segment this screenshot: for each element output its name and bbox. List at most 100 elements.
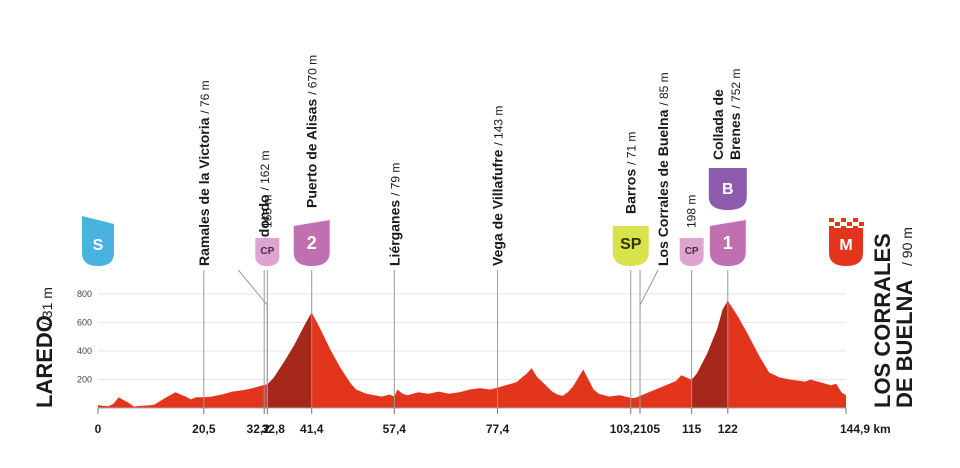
finish-altitude: / 90 m [899,227,915,266]
x-tick-label: 0 [95,422,102,436]
place-label-text: Vega de Villafufre / 143 m [490,106,506,266]
place-altitude: / 85 m [657,72,671,105]
place-name: Ramales de la Victoria [196,114,212,266]
place-altitude: / 71 m [625,132,639,165]
climb-area [267,312,312,408]
cp-badge: CP [679,238,704,266]
place-label: Puerto de Alisas / 670 m [304,55,320,208]
sp-badge: SP [612,226,649,266]
x-tick-label: 57,4 [383,422,407,436]
start-flag [82,216,114,228]
place-altitude: / 79 m [388,163,402,196]
bonus-badge-text: B [722,181,734,198]
finish-name-line1: LOS CORRALES [870,233,895,408]
finish-check [853,218,858,222]
place-altitude: / 143 m [492,106,506,146]
finish-name-line2: DE BUELNA [892,280,917,408]
leader-line [639,269,659,408]
x-tick-label: 32,8 [262,422,286,436]
place-name: Los Corrales de Buelna [655,106,671,266]
place-altitude: / 752 m [729,69,743,109]
place-name: Puerto de Alisas [304,95,320,208]
elevation-profile [98,300,846,408]
place-altitude: / 162 m [258,151,272,191]
place-label-text: Los Corrales de Buelna / 85 m [655,72,671,266]
climb-badge-2-text: 2 [307,233,317,253]
x-tick-label: 122 [718,422,738,436]
sp-badge-text: SP [620,236,642,253]
start-altitude: / 31 m [39,287,55,326]
finish-check [841,226,846,230]
place-label: Ramales de la Victoria / 76 m [196,80,212,266]
climb-badge-1: 1 [709,220,746,266]
bonus-badge: B [708,168,747,210]
x-tick-label: 32,2 [247,422,271,436]
finish-check [829,226,834,230]
x-tick-label: 105 [640,422,660,436]
x-tick-label: 20,5 [192,422,216,436]
cp-badge: CP [255,238,280,266]
place-altitude: / 76 m [198,80,212,113]
cp-badge-text: CP [685,246,699,257]
y-tick-label: 400 [77,346,92,356]
place-label: Los Corrales de Buelna / 85 m [655,72,671,266]
finish-badge-shape [829,228,863,266]
place-altitude: / 670 m [306,55,320,95]
sp-badge-shape [612,226,649,266]
climb-badge-1-shape [709,226,746,266]
x-tick-label: 41,4 [300,422,324,436]
bonus-top [708,168,747,172]
start-badge: S [82,216,114,266]
x-tick-label: 103,2 [610,422,640,436]
climb-badge-1-text: 1 [723,233,733,253]
place-label-text: Ramales de la Victoria / 76 m [196,80,212,266]
cp-badge-shape [679,238,704,266]
finish-check [835,222,840,226]
cp-badge-shape [255,238,280,266]
finish-check [847,222,852,226]
place-label: Liérganes / 79 m [386,163,402,266]
place-altitude: 165 m [260,195,274,228]
start-label: LAREDO / 31 m [32,287,57,408]
place-label: Barros / 71 m [623,132,639,214]
y-tick-label: 800 [77,289,92,299]
profile-layer [98,300,846,409]
badge-flag [709,220,746,226]
place-label-text: 165 m [260,195,274,228]
finish-check [841,218,846,222]
finish-check [853,226,858,230]
y-tick-label: 600 [77,318,92,328]
start-badge-shape [82,228,114,266]
place-altitude: 198 m [685,195,699,228]
place-label: 165 m [260,195,274,228]
place-label-text: Liérganes / 79 m [386,163,402,266]
badge-flag [293,220,330,226]
finish-label: LOS CORRALES DE BUELNA / 90 m [870,227,917,408]
badges: S M CP CP 2 1 SP B [82,168,864,266]
x-tick-label: 115 [682,422,702,436]
finish-check [829,218,834,222]
place-label: Vega de Villafufre / 143 m [490,106,506,266]
climb-badge-2-shape [293,226,330,266]
place-label: 198 m [685,195,699,228]
place-name: Barros [623,165,639,214]
place-label-text: Barros / 71 m [623,132,639,214]
place-name: Brenes [727,109,743,160]
place-name: Collada de [710,89,726,160]
bonus-badge-shape [708,172,747,210]
climb-area [691,300,728,408]
place-label: Collada de Brenes / 752 m [710,69,743,160]
start-name: LAREDO [32,315,57,408]
finish-badge: M [829,218,864,266]
finish-badge-text: M [839,237,852,254]
cp-badge-text: CP [260,246,274,257]
place-label-text: Puerto de Alisas / 670 m [304,55,320,208]
y-tick-label: 200 [77,375,92,385]
place-name: Vega de Villafufre [490,146,506,266]
y-axis: 800 600 400 200 [77,289,92,385]
place-label-text: 198 m [685,195,699,228]
x-axis: 0 20,5 32,232,8 41,4 57,4 77,4 103,2 105 115 122 1… [95,408,891,436]
climb-badge-2: 2 [293,220,330,266]
x-tick-label: 144,9 km [840,422,891,436]
leader-line [237,269,268,408]
